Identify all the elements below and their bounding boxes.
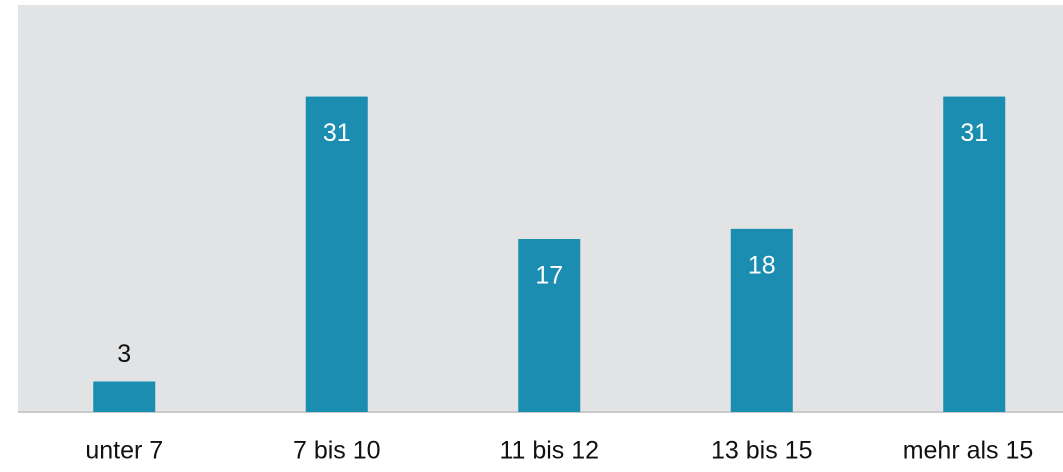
bar (943, 96, 1006, 412)
data-label: 17 (535, 262, 563, 290)
bar (730, 228, 793, 412)
x-tick-label: 13 bis 15 (711, 437, 812, 465)
x-tick-label: mehr als 15 (903, 437, 1034, 465)
x-tick-label: unter 7 (85, 437, 163, 465)
x-tick-label: 11 bis 12 (499, 437, 599, 465)
bar (93, 381, 156, 412)
data-label: 3 (117, 340, 131, 368)
data-label: 18 (748, 251, 776, 279)
data-label: 31 (323, 119, 351, 147)
data-label: 31 (960, 119, 988, 147)
bar (518, 239, 581, 412)
bar (305, 96, 368, 412)
x-tick-label: 7 bis 10 (293, 437, 381, 465)
